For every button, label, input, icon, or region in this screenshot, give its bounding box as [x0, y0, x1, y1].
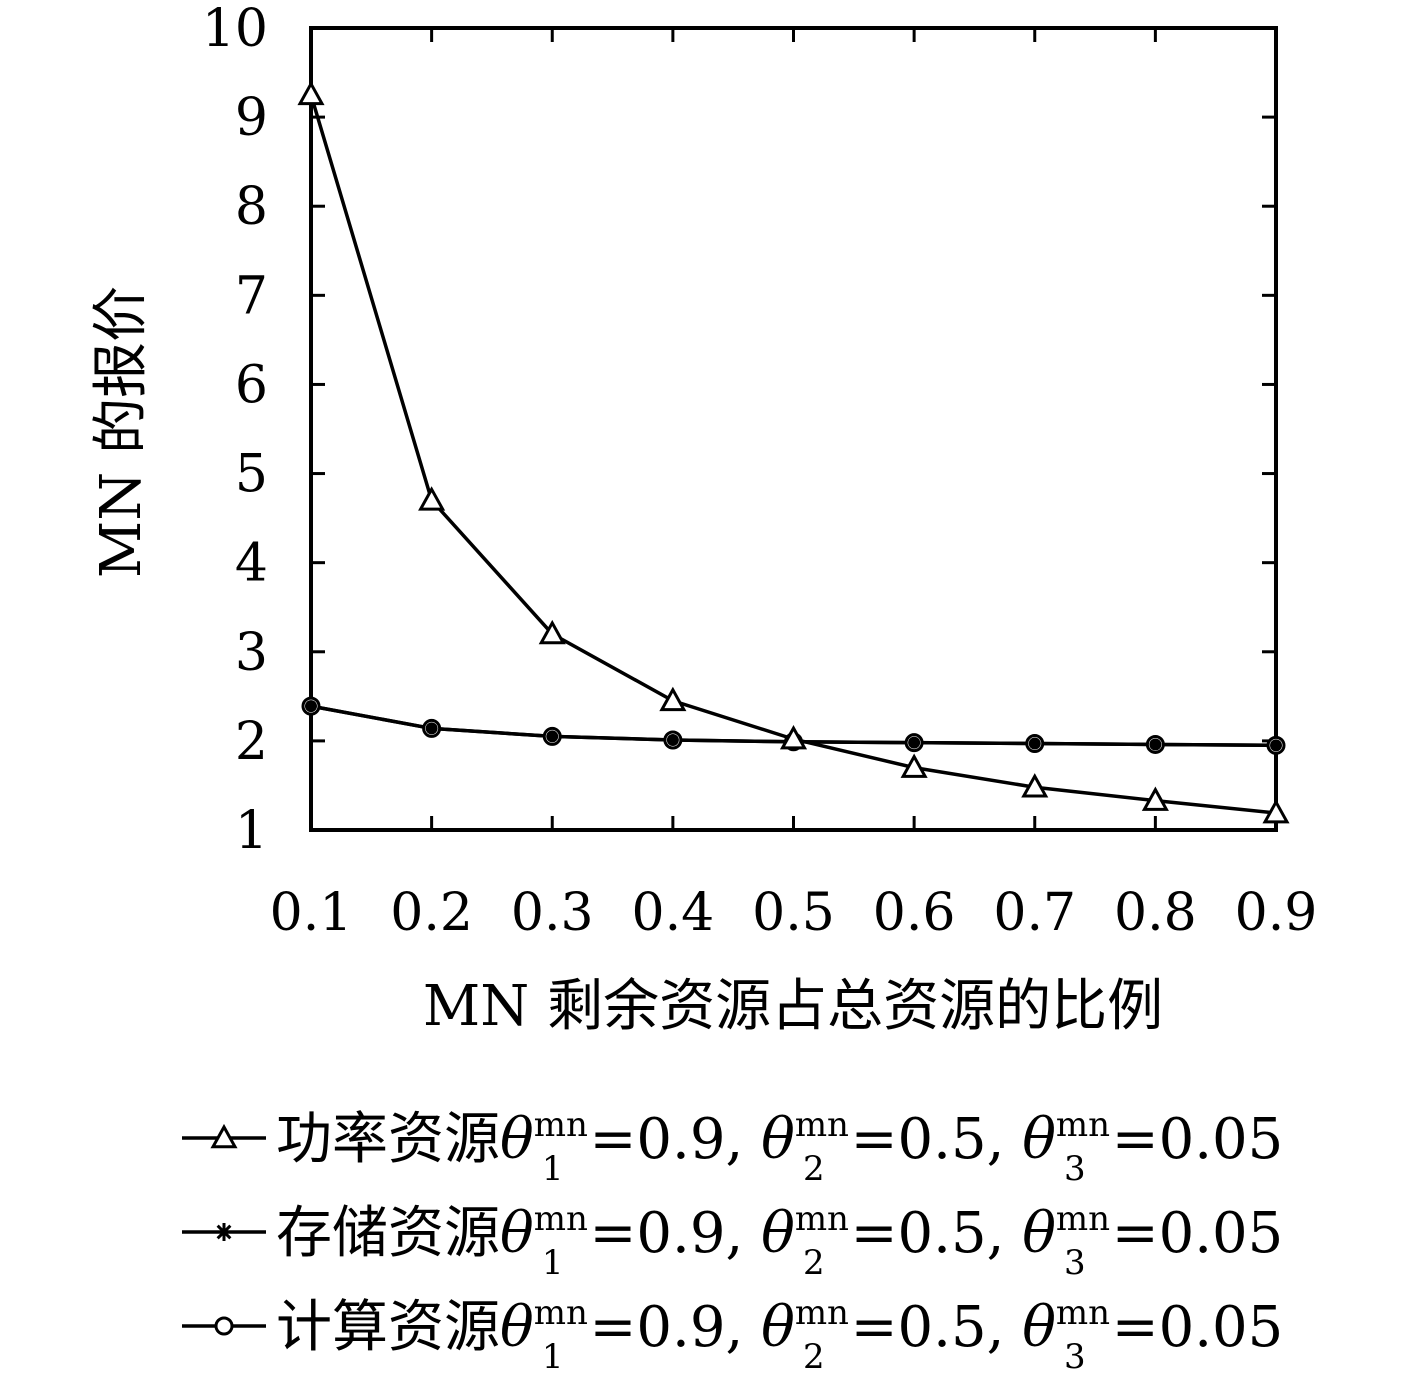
data-point-triangle: [538, 619, 566, 645]
y-tick-label: 3: [235, 623, 268, 683]
axis-ticks: [309, 26, 1278, 832]
legend-marker-triangle: [210, 1123, 238, 1149]
data-point-fill: [1149, 738, 1162, 751]
data-point-fill: [1028, 737, 1041, 750]
x-tick-label: 0.4: [632, 883, 715, 943]
data-point-fill: [425, 722, 438, 735]
y-axis-title: MN 的报价: [89, 286, 154, 578]
legend-label: 计算资源θmn 1 =0.9, θmn 2 =0.5, θmn 3 =0.05: [276, 1293, 1283, 1377]
data-point-triangle: [779, 725, 808, 750]
legend-item: 存储资源θmn 1 =0.9, θmn 2 =0.5, θmn 3 =0.05: [182, 1199, 1283, 1283]
y-tick-label: 2: [235, 712, 268, 772]
y-tick-label: 5: [235, 445, 268, 505]
y-tick-label: 10: [202, 0, 268, 59]
data-point-fill: [305, 700, 317, 713]
data-point-fill: [908, 736, 921, 749]
x-tick-label: 0.5: [752, 883, 835, 943]
data-point-fill: [546, 730, 559, 743]
x-tick-label: 0.1: [270, 883, 353, 943]
data-point-fill: [666, 733, 679, 746]
x-tick-label: 0.9: [1235, 883, 1318, 943]
y-tick-label: 7: [235, 266, 268, 326]
data-point-triangle: [1021, 773, 1049, 798]
x-tick-label: 0.3: [511, 883, 594, 943]
x-tick-label: 0.8: [1114, 883, 1197, 943]
data-point-triangle: [297, 80, 325, 106]
y-tick-label: 4: [235, 534, 268, 594]
series-markers: [297, 80, 1290, 824]
y-tick-labels: 1 2 3 4 5 6 7 8 9 10: [202, 0, 268, 861]
x-tick-label: 0.2: [390, 883, 473, 943]
legend-marker-circle: [214, 1316, 234, 1336]
data-point-fill: [1270, 739, 1282, 752]
series-lines: [309, 94, 1277, 815]
data-point-triangle: [900, 753, 928, 778]
x-axis-title: MN 剩余资源占总资源的比例: [423, 974, 1163, 1039]
legend-label: 功率资源θmn 1 =0.9, θmn 2 =0.5, θmn 3 =0.05: [276, 1105, 1283, 1189]
y-tick-label: 1: [235, 801, 268, 861]
y-tick-label: 8: [235, 177, 268, 237]
y-tick-label: 6: [235, 355, 268, 415]
legend-label: 存储资源θmn 1 =0.9, θmn 2 =0.5, θmn 3 =0.05: [276, 1199, 1283, 1283]
y-tick-label: 9: [235, 88, 268, 148]
legend: 功率资源θmn 1 =0.9, θmn 2 =0.5, θmn 3 =0.05 存储资源θmn…: [182, 1105, 1283, 1377]
data-point-triangle: [659, 686, 687, 712]
series-line-triangle: [309, 94, 1277, 815]
legend-item: 计算资源θmn 1 =0.9, θmn 2 =0.5, θmn 3 =0.05: [182, 1293, 1283, 1377]
legend-item: 功率资源θmn 1 =0.9, θmn 2 =0.5, θmn 3 =0.05: [182, 1105, 1283, 1189]
plot-frame: [309, 26, 1278, 832]
x-tick-labels: 0.1 0.2 0.3 0.4 0.5 0.6 0.7 0.8 0.9: [270, 883, 1318, 943]
x-tick-label: 0.7: [993, 883, 1076, 943]
legend-marker-asterisk: [215, 1223, 233, 1241]
data-point-triangle: [1262, 798, 1290, 824]
x-tick-label: 0.6: [873, 883, 956, 943]
data-point-triangle: [418, 486, 446, 511]
data-point-triangle: [1141, 786, 1169, 811]
